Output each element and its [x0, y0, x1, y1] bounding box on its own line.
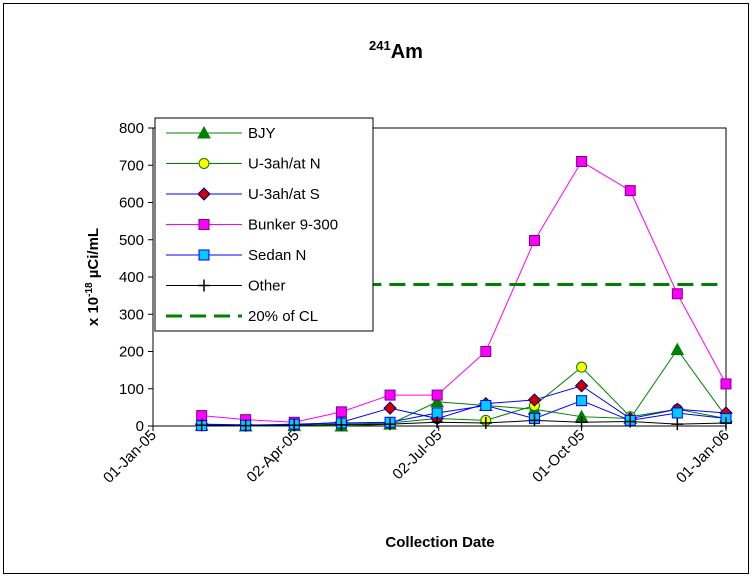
legend-label: U-3ah/at S: [248, 186, 320, 203]
data-point: [528, 414, 541, 427]
x-axis-title: Collection Date: [385, 534, 494, 551]
data-point: [576, 156, 588, 168]
y-tick-label: 400: [119, 269, 144, 286]
legend-swatch-marker: [198, 158, 210, 169]
data-point: [335, 406, 347, 418]
data-point: [720, 378, 732, 390]
y-tick-label: 200: [119, 344, 144, 361]
y-tick-label: 600: [119, 195, 144, 212]
data-point: [239, 419, 252, 432]
data-point: [479, 417, 492, 430]
x-tick-label: 02-Apr-05: [243, 427, 302, 486]
data-point: [720, 417, 732, 430]
y-axis-title-prefix: x 10: [85, 297, 102, 326]
data-point: [430, 394, 444, 408]
chart-title-superscript: 241: [369, 38, 391, 53]
data-point: [575, 416, 588, 429]
data-point: [196, 410, 208, 422]
y-tick-label: 500: [119, 232, 144, 249]
series-other: [195, 414, 732, 432]
x-tick-label: 01-Jan-05: [100, 427, 160, 487]
y-axis-title: x 10-18 µCi/mL: [84, 228, 102, 326]
data-point: [671, 288, 683, 300]
data-point: [576, 361, 588, 373]
legend-label: Sedan N: [248, 247, 306, 264]
data-point: [195, 419, 208, 432]
legend-label: BJY: [248, 125, 276, 142]
data-point: [431, 416, 444, 429]
y-axis-title-exponent: -18: [84, 282, 95, 297]
legend-swatch-marker: [197, 125, 211, 139]
legend-label: Other: [248, 278, 286, 295]
data-point: [624, 415, 637, 428]
y-tick-label: 800: [119, 120, 144, 137]
data-point: [480, 346, 492, 357]
legend: BJY U-3ah/at N U-3ah/at S Bunker 9-300 Sedan…: [154, 117, 374, 332]
chart-title-main: Am: [391, 41, 423, 63]
x-tick-label: 02-Jul-05: [389, 427, 445, 483]
data-point: [431, 389, 443, 401]
data-point: [670, 342, 685, 356]
data-point: [384, 418, 397, 431]
series-line: [201, 419, 727, 427]
data-point: [576, 395, 588, 407]
data-point: [335, 418, 348, 431]
x-tick-label: 01-Jan-06: [673, 427, 733, 487]
legend-swatch-marker: [198, 219, 210, 230]
y-tick-label: 0: [136, 418, 144, 435]
y-tick-label: 100: [119, 381, 144, 398]
y-axis-ticks: 0 100 200 300 400 500 600 700 800: [119, 120, 153, 435]
data-point: [574, 379, 589, 393]
series-layer: [194, 156, 733, 432]
data-point: [383, 401, 397, 415]
legend-swatch-marker: [197, 187, 211, 201]
series-line: [201, 400, 727, 427]
legend-swatch-marker: [198, 249, 210, 261]
y-tick-label: 300: [119, 306, 144, 323]
y-tick-label: 700: [119, 157, 144, 174]
data-point: [288, 419, 301, 432]
y-axis-title-suffix: µCi/mL: [85, 228, 102, 282]
data-point: [384, 389, 396, 401]
legend-swatch-marker: [198, 279, 210, 292]
legend-label: Bunker 9-300: [248, 217, 338, 234]
legend-label: U-3ah/at N: [248, 156, 321, 173]
data-point: [480, 400, 492, 412]
data-point: [624, 185, 636, 197]
x-tick-label: 01-Oct-05: [529, 427, 588, 486]
legend-label: 20% of CL: [248, 308, 318, 325]
series-line: [201, 160, 727, 423]
data-point: [671, 418, 684, 431]
data-point: [527, 393, 542, 407]
x-axis-ticks: 01-Jan-05 02-Apr-05 02-Jul-05 01-Oct-05 01-J…: [100, 426, 733, 487]
data-point: [528, 234, 540, 246]
chart-title: 241Am: [369, 38, 423, 63]
data-point: [671, 407, 683, 419]
